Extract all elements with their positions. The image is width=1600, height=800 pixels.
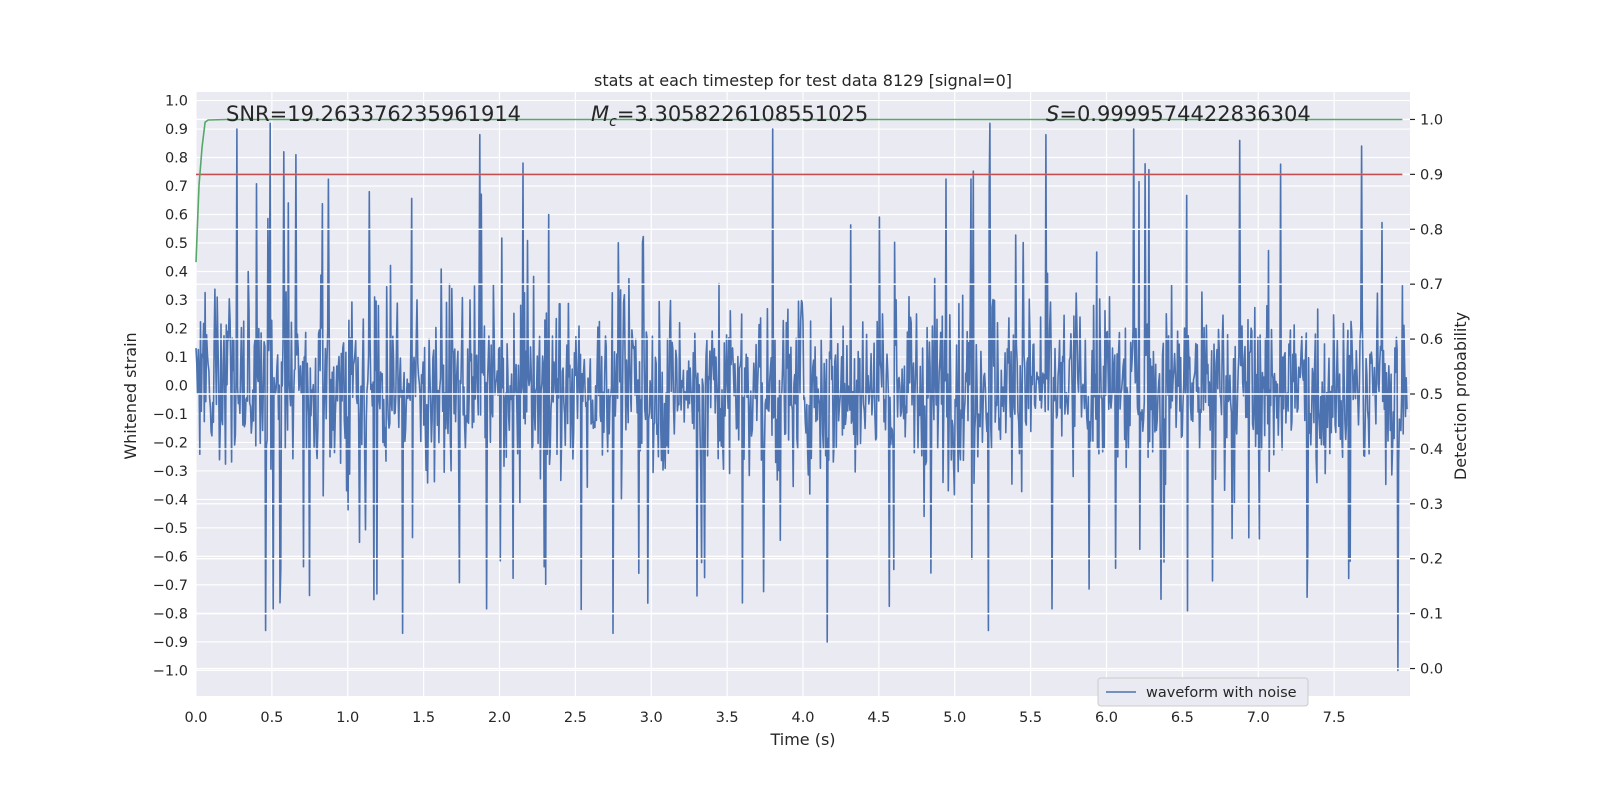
y-tick-label-right: 0.9 [1420, 167, 1443, 183]
y-tick-label-left: 0.6 [165, 208, 188, 224]
snr-annotation: SNR=19.263376235961914 [226, 102, 521, 126]
y-tick-label-left: 0.0 [165, 378, 188, 394]
y-tick-label-left: 0.9 [165, 122, 188, 138]
x-tick-label: 2.5 [564, 710, 587, 726]
y-tick-label-left: −0.2 [153, 435, 188, 451]
y-tick-label-left: 0.2 [165, 321, 188, 337]
y-tick-label-left: −0.5 [153, 521, 188, 537]
s-annotation: S=0.9999574422836304 [1046, 102, 1311, 126]
y-tick-label-right: 0.6 [1420, 332, 1443, 348]
x-tick-label: 6.5 [1171, 710, 1194, 726]
y-tick-label-left: −0.3 [153, 464, 188, 480]
waveform-line [195, 122, 1408, 672]
chirp-mass-value: =3.3058226108551025 [617, 102, 868, 126]
x-tick-label: 2.0 [488, 710, 511, 726]
y-tick-label-right: 0.2 [1420, 552, 1443, 568]
legend: waveform with noise [1097, 677, 1309, 707]
y-tick-label-left: 0.4 [165, 264, 188, 280]
y-tick-label-left: −0.1 [153, 407, 188, 423]
y-tick-label-right: 0.0 [1420, 662, 1443, 678]
y-tick-label-left: 0.1 [165, 350, 188, 366]
chirp-mass-subscript: c [609, 114, 617, 130]
chart-title: stats at each timestep for test data 812… [594, 71, 1012, 90]
x-tick-label: 3.5 [716, 710, 739, 726]
x-tick-label: 7.0 [1247, 710, 1270, 726]
x-axis-label: Time (s) [769, 730, 835, 749]
chirp-mass-symbol: M [591, 102, 609, 126]
y-tick-label-left: −1.0 [153, 663, 188, 679]
y-tick-label-right: 0.1 [1420, 607, 1443, 623]
y-tick-label-right: 1.0 [1420, 112, 1443, 128]
y-tick-label-left: 0.8 [165, 151, 188, 167]
y-tick-label-left: −0.4 [153, 492, 188, 508]
y-tick-label-right: 0.5 [1420, 387, 1443, 403]
y-tick-label-right: 0.4 [1420, 442, 1443, 458]
y-tick-label-right: 0.3 [1420, 497, 1443, 513]
x-tick-label: 6.0 [1095, 710, 1118, 726]
y-axis-label-right: Detection probability [1451, 312, 1470, 480]
x-tick-label: 5.5 [1019, 710, 1042, 726]
x-tick-label: 1.0 [336, 710, 359, 726]
x-tick-label: 1.5 [412, 710, 435, 726]
y-tick-label-right: 0.7 [1420, 277, 1443, 293]
s-value: =0.9999574422836304 [1059, 102, 1310, 126]
legend-label-waveform: waveform with noise [1146, 685, 1297, 701]
y-tick-label-left: −0.9 [153, 635, 188, 651]
y-tick-label-right: 0.8 [1420, 222, 1443, 238]
x-tick-label: 0.0 [184, 710, 207, 726]
y-tick-label-left: 0.5 [165, 236, 188, 252]
chirp-mass-annotation: Mc=3.3058226108551025 [591, 102, 868, 130]
y-tick-label-left: 0.3 [165, 293, 188, 309]
x-tick-label: 0.5 [260, 710, 283, 726]
x-tick-label: 7.5 [1323, 710, 1346, 726]
y-tick-label-left: 1.0 [165, 94, 188, 110]
y-tick-label-left: −0.7 [153, 578, 188, 594]
legend-box [1097, 677, 1309, 707]
s-symbol: S [1046, 102, 1059, 126]
y-tick-label-left: −0.6 [153, 549, 188, 565]
y-axis-label-left: Whitened strain [121, 332, 140, 459]
detection-probability-line [195, 118, 1403, 263]
y-tick-label-left: 0.7 [165, 179, 188, 195]
x-tick-label: 5.0 [943, 710, 966, 726]
y-tick-label-left: −0.8 [153, 606, 188, 622]
x-tick-label: 4.5 [867, 710, 890, 726]
x-tick-label: 4.0 [791, 710, 814, 726]
x-tick-label: 3.0 [640, 710, 663, 726]
